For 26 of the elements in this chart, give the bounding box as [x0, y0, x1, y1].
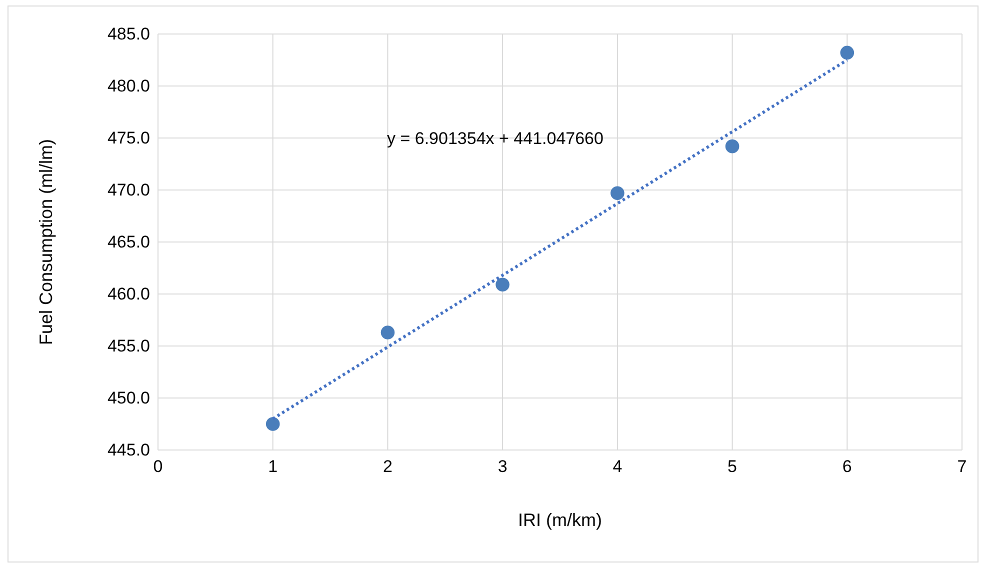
point: [496, 278, 510, 292]
y-tick-label: 475.0: [107, 128, 150, 148]
point: [840, 46, 854, 60]
x-tick-label: 4: [612, 457, 622, 476]
annotation: y = 6.901354x + 441.047660: [387, 129, 604, 148]
y-tick-label: 465.0: [107, 232, 150, 252]
x-tick-label: 6: [842, 457, 852, 476]
x-tick-label: 2: [382, 457, 392, 476]
x-tick-label: 5: [728, 457, 738, 476]
y-tick-label: 480.0: [107, 76, 150, 96]
point: [266, 417, 280, 431]
y-tick-label: 455.0: [107, 336, 150, 356]
y-tick-label: 445.0: [107, 440, 150, 460]
x-tick-label: 3: [498, 457, 508, 476]
y-axis-title: Fuel Consumption (ml/lm): [36, 138, 56, 346]
x-tick-label: 1: [268, 457, 278, 476]
x-tick-label: 0: [153, 457, 163, 476]
point: [610, 186, 624, 200]
y-tick-label: 485.0: [107, 24, 150, 44]
x-tick-label: 7: [957, 457, 967, 476]
point: [725, 139, 740, 154]
y-tick-label: 470.0: [107, 180, 150, 200]
x-axis-title: IRI (m/km): [518, 510, 602, 530]
y-tick-label: 460.0: [107, 284, 150, 304]
point: [380, 326, 395, 340]
y-tick-label: 450.0: [107, 388, 150, 408]
